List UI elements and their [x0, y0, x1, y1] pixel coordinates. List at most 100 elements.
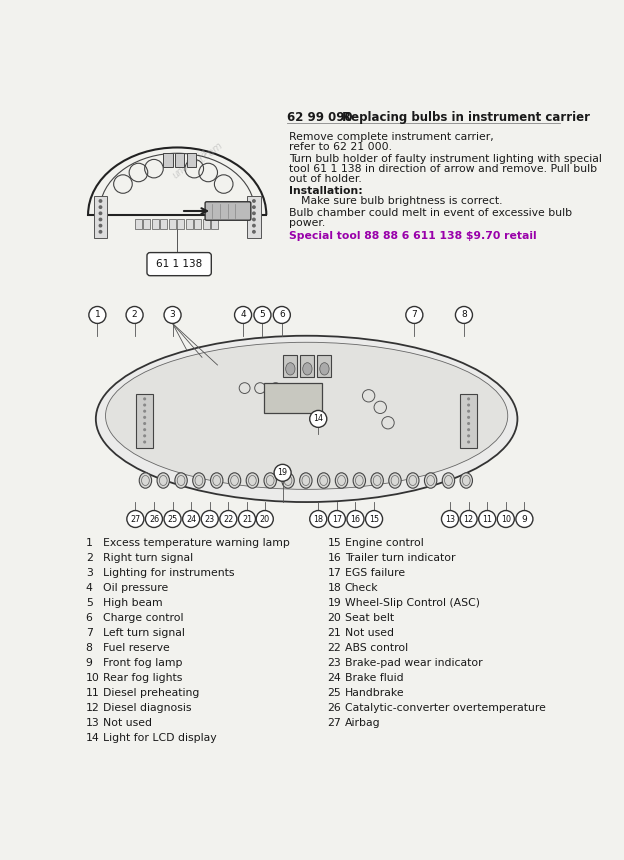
Text: out of holder.: out of holder.	[289, 174, 361, 184]
Text: Rear fog lights: Rear fog lights	[103, 673, 182, 684]
Ellipse shape	[210, 473, 223, 488]
Circle shape	[143, 428, 146, 431]
Ellipse shape	[353, 473, 366, 488]
Text: 12: 12	[85, 703, 99, 714]
Circle shape	[143, 434, 146, 438]
Text: Left turn signal: Left turn signal	[103, 629, 185, 638]
Text: 61 1 138: 61 1 138	[155, 259, 202, 269]
Circle shape	[441, 511, 459, 527]
Text: EGS failure: EGS failure	[344, 568, 405, 578]
Text: 13: 13	[445, 514, 455, 524]
Circle shape	[310, 511, 327, 527]
Ellipse shape	[318, 473, 330, 488]
Circle shape	[143, 416, 146, 419]
Circle shape	[99, 199, 102, 203]
FancyBboxPatch shape	[205, 202, 251, 220]
Ellipse shape	[228, 473, 241, 488]
Bar	[300, 355, 314, 377]
Ellipse shape	[389, 473, 401, 488]
Text: 22: 22	[223, 514, 233, 524]
Text: 18: 18	[313, 514, 323, 524]
Circle shape	[183, 511, 200, 527]
Ellipse shape	[424, 473, 437, 488]
Ellipse shape	[303, 363, 312, 375]
Circle shape	[164, 511, 181, 527]
Circle shape	[467, 440, 470, 444]
Circle shape	[143, 397, 146, 401]
Circle shape	[252, 206, 256, 209]
Text: 4: 4	[240, 310, 246, 319]
Circle shape	[145, 511, 162, 527]
Text: Installation:: Installation:	[289, 187, 363, 196]
Text: 5: 5	[260, 310, 265, 319]
Bar	[186, 219, 193, 229]
Circle shape	[252, 212, 256, 215]
Text: Turn bulb holder of faulty instrument lighting with special: Turn bulb holder of faulty instrument li…	[289, 154, 602, 164]
Text: 21: 21	[328, 629, 341, 638]
Text: tool 61 1 138 in direction of arrow and remove. Pull bulb: tool 61 1 138 in direction of arrow and …	[289, 164, 597, 174]
Text: 1: 1	[94, 310, 100, 319]
Circle shape	[366, 511, 383, 527]
Text: 10: 10	[85, 673, 100, 684]
Text: 62 99 090: 62 99 090	[287, 111, 353, 124]
Ellipse shape	[193, 473, 205, 488]
Ellipse shape	[460, 473, 472, 488]
Text: 7: 7	[85, 629, 92, 638]
Circle shape	[99, 218, 102, 221]
Circle shape	[201, 511, 218, 527]
Ellipse shape	[246, 473, 258, 488]
Circle shape	[220, 511, 237, 527]
Text: 17: 17	[328, 568, 341, 578]
Bar	[187, 153, 196, 167]
Text: High beam: High beam	[103, 599, 162, 608]
Bar	[203, 219, 210, 229]
Text: 20: 20	[260, 514, 270, 524]
Text: Trailer turn indicator: Trailer turn indicator	[344, 553, 455, 563]
Text: 3: 3	[170, 310, 175, 319]
Text: 14: 14	[313, 415, 323, 423]
Text: 17: 17	[332, 514, 342, 524]
Circle shape	[467, 409, 470, 413]
Circle shape	[467, 422, 470, 425]
Ellipse shape	[139, 473, 152, 488]
Circle shape	[254, 306, 271, 323]
Ellipse shape	[175, 473, 187, 488]
Ellipse shape	[442, 473, 455, 488]
Text: 2: 2	[132, 310, 137, 319]
Text: 12: 12	[464, 514, 474, 524]
Circle shape	[467, 428, 470, 431]
Bar	[143, 219, 150, 229]
Text: power.: power.	[289, 218, 325, 228]
Text: 27: 27	[130, 514, 140, 524]
Circle shape	[252, 199, 256, 203]
Text: 8: 8	[85, 643, 92, 654]
Text: 5: 5	[85, 599, 92, 608]
Circle shape	[497, 511, 514, 527]
Text: 8: 8	[461, 310, 467, 319]
Text: 16: 16	[328, 553, 341, 563]
Text: Catalytic-converter overtemperature: Catalytic-converter overtemperature	[344, 703, 545, 714]
Text: 15: 15	[369, 514, 379, 524]
Bar	[177, 219, 184, 229]
Text: Diesel preheating: Diesel preheating	[103, 688, 199, 698]
Circle shape	[164, 306, 181, 323]
Text: 26: 26	[328, 703, 341, 714]
Text: Wheel-Slip Control (ASC): Wheel-Slip Control (ASC)	[344, 599, 480, 608]
Circle shape	[235, 306, 251, 323]
Text: Brake-pad wear indicator: Brake-pad wear indicator	[344, 659, 482, 668]
Text: Diesel diagnosis: Diesel diagnosis	[103, 703, 192, 714]
Text: 26: 26	[149, 514, 159, 524]
Text: 10: 10	[501, 514, 511, 524]
Text: 22: 22	[328, 643, 341, 654]
Circle shape	[347, 511, 364, 527]
Text: Seat belt: Seat belt	[344, 613, 394, 624]
Circle shape	[310, 410, 327, 427]
Text: ABS control: ABS control	[344, 643, 407, 654]
Circle shape	[238, 511, 255, 527]
Text: Lighting for instruments: Lighting for instruments	[103, 568, 234, 578]
Text: 6: 6	[85, 613, 92, 624]
Bar	[168, 219, 175, 229]
Circle shape	[479, 511, 495, 527]
Circle shape	[467, 416, 470, 419]
Circle shape	[143, 422, 146, 425]
